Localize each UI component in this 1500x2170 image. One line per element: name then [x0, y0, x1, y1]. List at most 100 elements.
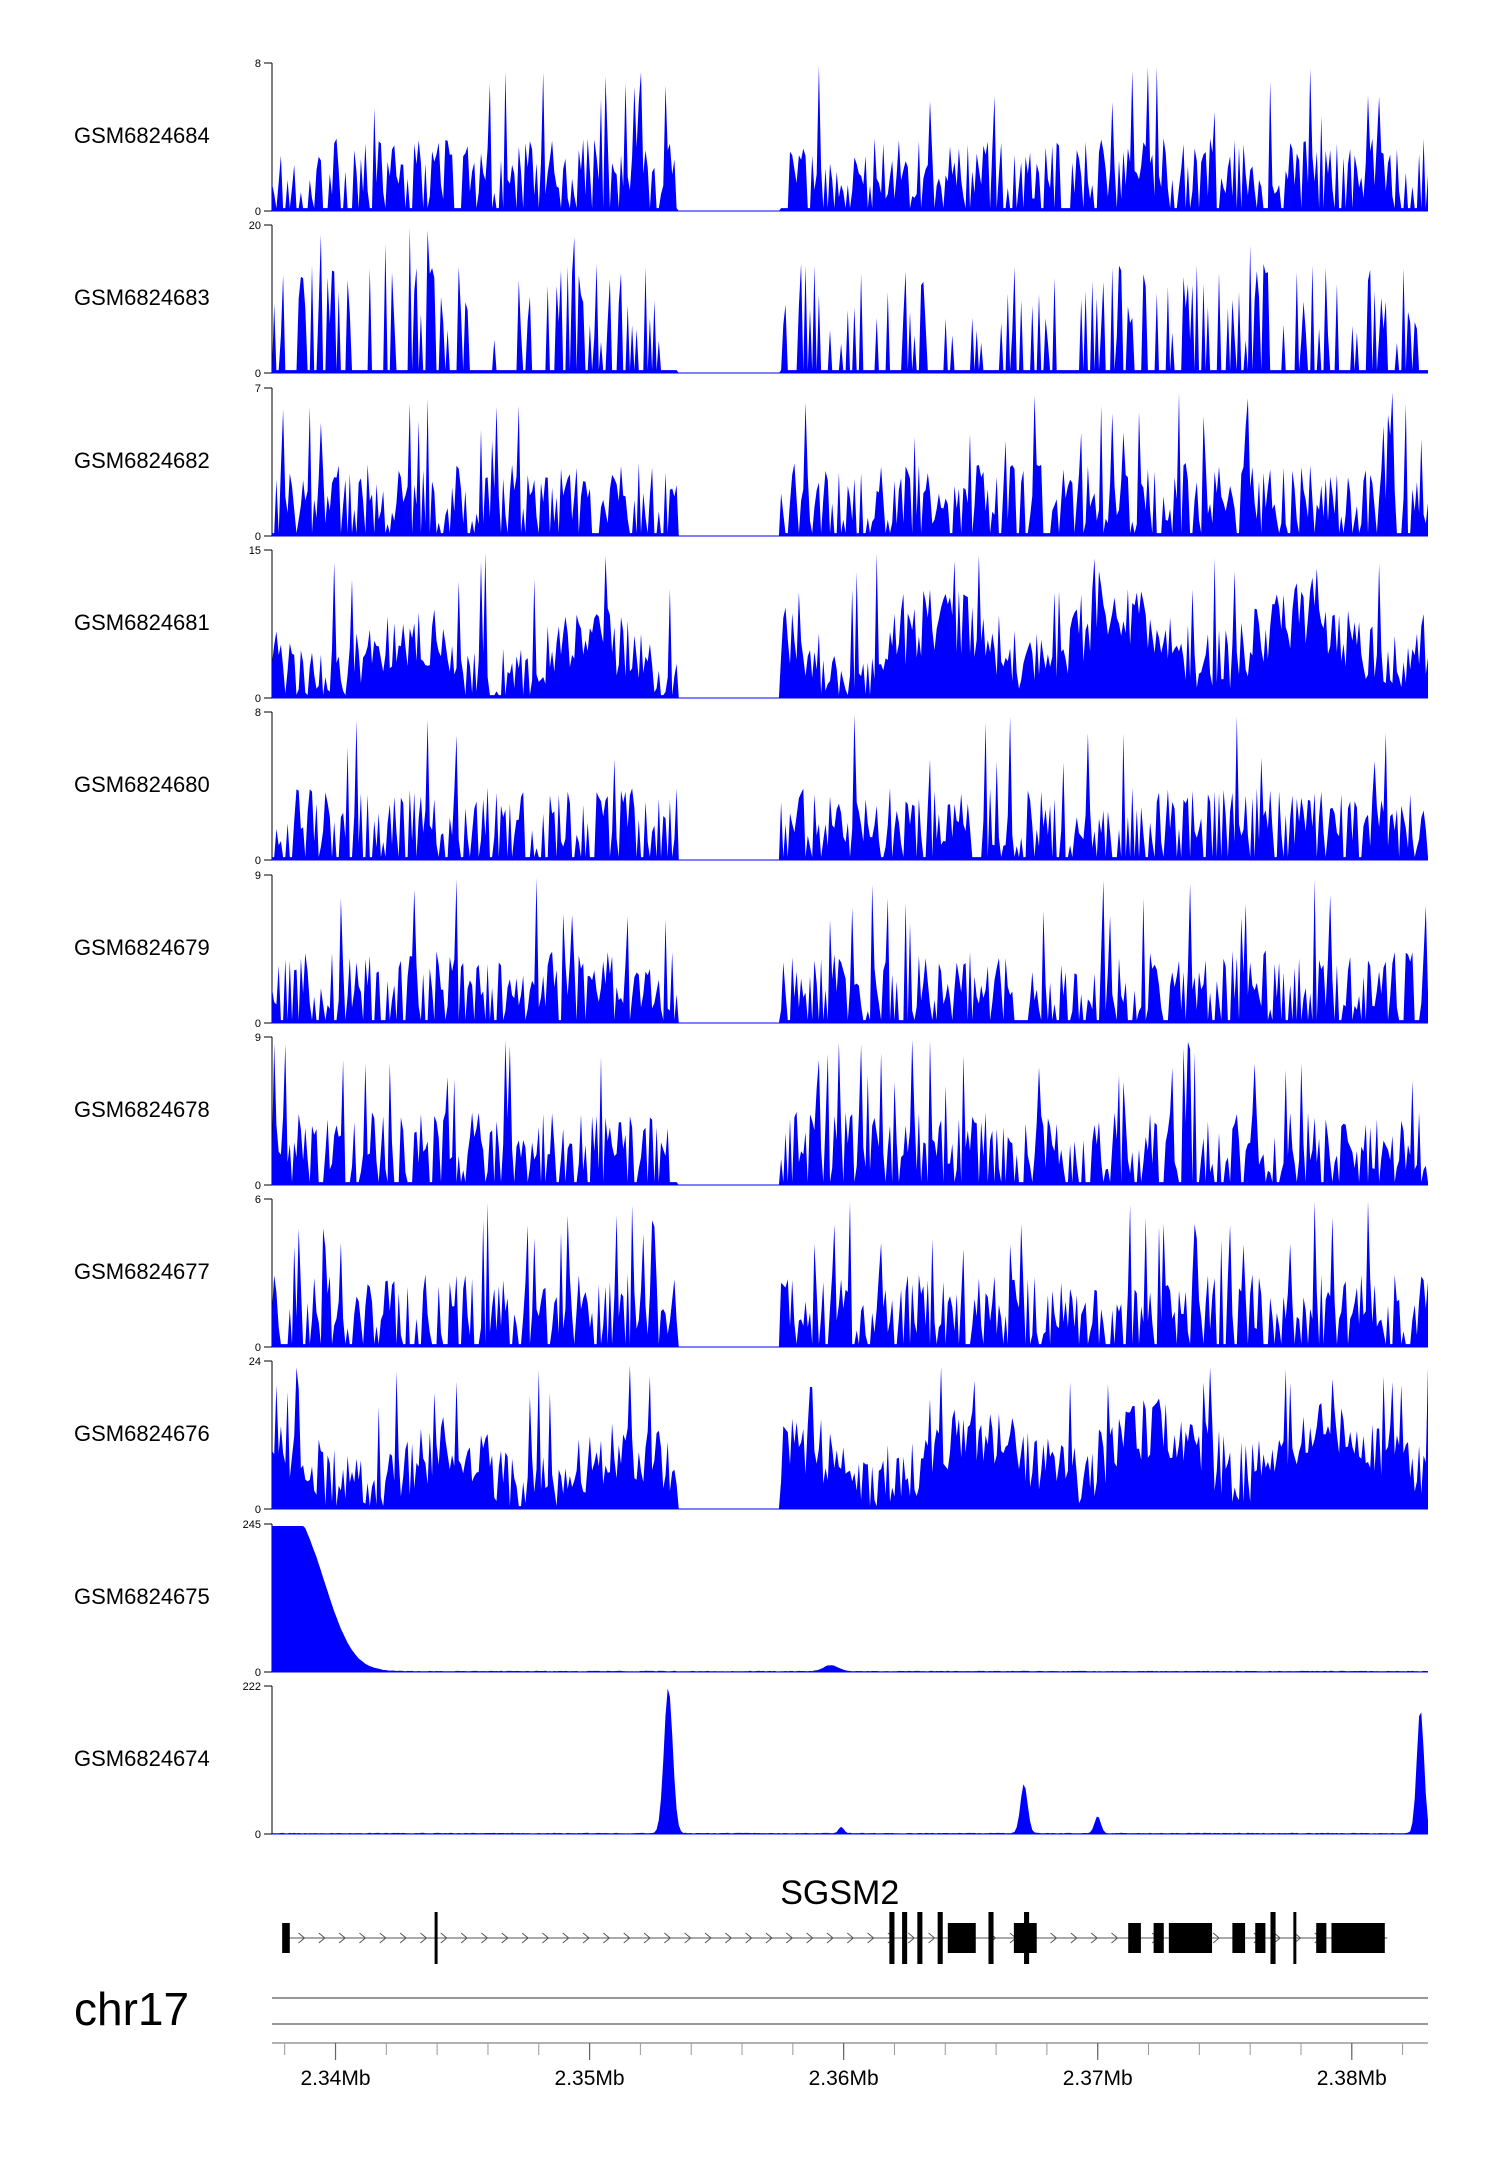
y-max-label: 6	[255, 1194, 261, 1206]
exon-block	[889, 1912, 895, 1964]
track-gsm6824680: GSM6824680 8 0	[74, 707, 1428, 867]
track-label: GSM6824676	[74, 1421, 210, 1446]
strand-arrow	[440, 1932, 448, 1944]
y-min-label: 0	[255, 531, 261, 543]
strand-arrow	[338, 1932, 346, 1944]
exon-block	[1232, 1923, 1246, 1953]
exon-block	[902, 1912, 908, 1964]
gene-track: SGSM2	[282, 1874, 1388, 1964]
coverage-area	[272, 1201, 1428, 1347]
coverage-area	[272, 1526, 1428, 1672]
coverage-area	[272, 1688, 1428, 1834]
chromosome-label: chr17	[74, 1983, 189, 2035]
y-min-label: 0	[255, 855, 261, 867]
y-max-label: 20	[249, 220, 261, 232]
y-min-label: 0	[255, 1829, 261, 1841]
strand-arrow	[318, 1932, 326, 1944]
track-label: GSM6824680	[74, 772, 210, 797]
axis-tick-label: 2.37Mb	[1063, 2067, 1133, 2090]
strand-arrow	[1212, 1932, 1220, 1944]
y-max-label: 7	[255, 383, 261, 395]
track-label: GSM6824683	[74, 285, 210, 310]
coverage-area	[272, 1039, 1428, 1185]
strand-arrow	[501, 1932, 509, 1944]
axis-tick-label: 2.38Mb	[1317, 2067, 1387, 2090]
exon-block	[1331, 1923, 1385, 1953]
track-gsm6824684: GSM6824684 8 0	[74, 58, 1428, 218]
axis-tick-label: 2.34Mb	[300, 2067, 370, 2090]
axis-tick-label: 2.36Mb	[809, 2067, 879, 2090]
track-label: GSM6824674	[74, 1746, 210, 1771]
coverage-area	[272, 714, 1428, 860]
strand-arrow	[684, 1932, 692, 1944]
track-gsm6824677: GSM6824677 6 0	[74, 1194, 1428, 1354]
strand-arrow	[420, 1932, 428, 1944]
strand-arrow	[359, 1932, 367, 1944]
y-min-label: 0	[255, 693, 261, 705]
strand-arrow	[1070, 1932, 1078, 1944]
track-label: GSM6824682	[74, 448, 210, 473]
exon-block	[282, 1923, 290, 1953]
exon-block	[1128, 1923, 1141, 1953]
strand-arrow	[298, 1932, 306, 1944]
strand-arrow	[603, 1932, 611, 1944]
strand-arrow	[1090, 1932, 1098, 1944]
y-min-label: 0	[255, 1342, 261, 1354]
exon-block	[988, 1912, 994, 1964]
coverage-area	[272, 65, 1428, 211]
exon-block	[1270, 1912, 1276, 1964]
strand-arrow	[643, 1932, 651, 1944]
y-min-label: 0	[255, 368, 261, 380]
track-label: GSM6824684	[74, 123, 210, 148]
y-min-label: 0	[255, 1667, 261, 1679]
exon-block	[917, 1912, 923, 1964]
axis-tick-label: 2.35Mb	[555, 2067, 625, 2090]
coverage-area	[272, 227, 1428, 373]
genome-axis: chr17 2.34Mb 2.35Mb 2.36Mb 2.37Mb 2.38Mb	[74, 1983, 1428, 2090]
track-gsm6824682: GSM6824682 7 0	[74, 383, 1428, 543]
exon-block	[937, 1912, 943, 1964]
exon-block	[1293, 1912, 1297, 1964]
track-label: GSM6824678	[74, 1097, 210, 1122]
strand-arrow	[521, 1932, 529, 1944]
track-label: GSM6824677	[74, 1259, 210, 1284]
exon-block	[1024, 1912, 1030, 1964]
y-max-label: 8	[255, 58, 261, 70]
coverage-area	[272, 552, 1428, 698]
strand-arrow	[724, 1932, 733, 1944]
y-max-label: 15	[249, 545, 261, 557]
strand-arrow	[460, 1932, 468, 1944]
coverage-area	[272, 392, 1428, 536]
strand-arrow	[1050, 1932, 1058, 1944]
strand-arrow	[928, 1932, 936, 1944]
track-gsm6824674: GSM6824674 222 0	[74, 1681, 1428, 1841]
strand-arrow	[704, 1932, 712, 1944]
strand-arrow	[1111, 1932, 1119, 1944]
coverage-area	[272, 877, 1428, 1023]
strand-arrow	[481, 1932, 489, 1944]
strand-arrow	[1294, 1932, 1302, 1944]
strand-arrow	[867, 1932, 875, 1944]
track-gsm6824675: GSM6824675 245 0	[74, 1519, 1428, 1679]
strand-arrow	[664, 1932, 672, 1944]
y-max-label: 24	[249, 1356, 261, 1368]
track-label: GSM6824679	[74, 935, 210, 960]
track-gsm6824683: GSM6824683 20 0	[74, 220, 1428, 380]
track-gsm6824679: GSM6824679 9 0	[74, 870, 1428, 1030]
track-label: GSM6824675	[74, 1584, 210, 1609]
y-min-label: 0	[255, 1504, 261, 1516]
track-gsm6824681: GSM6824681 15 0	[74, 545, 1428, 705]
strand-arrow	[745, 1932, 753, 1944]
strand-arrow	[542, 1932, 550, 1944]
strand-arrow	[582, 1932, 590, 1944]
strand-arrow	[846, 1932, 855, 1944]
track-gsm6824676: GSM6824676 24 0	[74, 1356, 1428, 1516]
strand-arrow	[562, 1932, 570, 1944]
exon-block	[1255, 1923, 1266, 1953]
track-label: GSM6824681	[74, 610, 210, 635]
exon-block	[947, 1923, 976, 1953]
strand-arrow	[806, 1932, 814, 1944]
coverage-area	[272, 1365, 1428, 1509]
y-min-label: 0	[255, 206, 261, 218]
